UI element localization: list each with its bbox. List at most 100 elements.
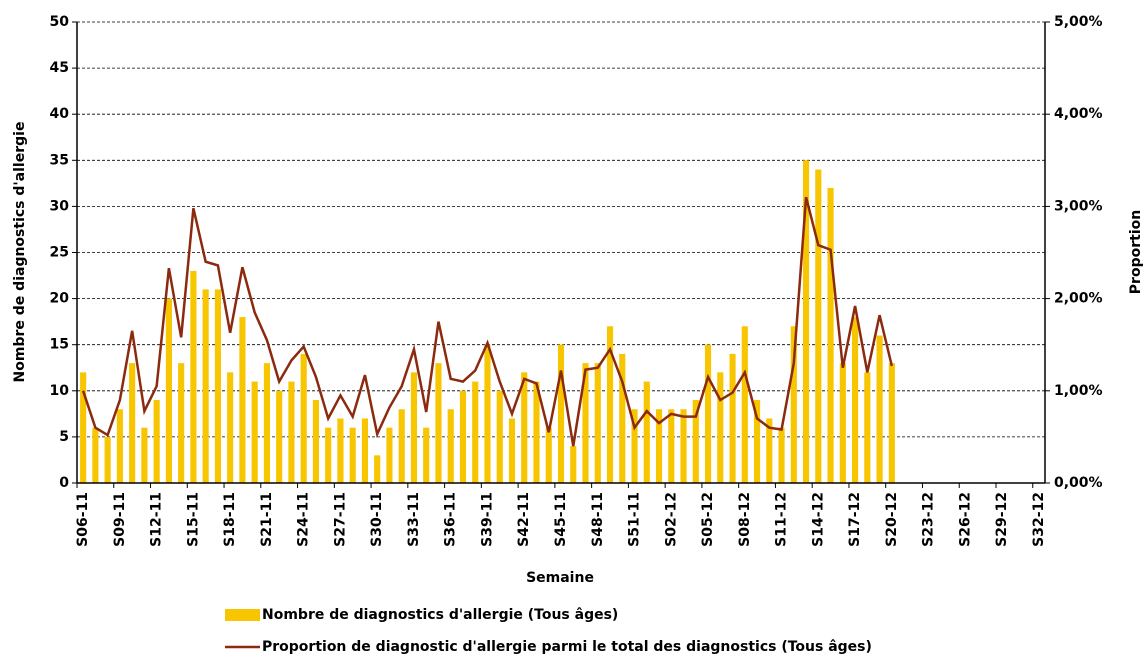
y-tick-label: 50	[50, 14, 70, 30]
x-tick-label: S33-11	[406, 492, 422, 547]
x-tick-label: S09-11	[112, 492, 128, 547]
line	[81, 196, 894, 447]
y-tick-label: 20	[50, 291, 70, 307]
x-tick-label: S06-11	[75, 492, 91, 547]
y-tick-label: 15	[50, 337, 69, 353]
x-tick-label: S39-11	[479, 492, 495, 547]
bar	[864, 372, 871, 483]
bar	[104, 436, 111, 483]
bar	[778, 427, 785, 483]
bar	[447, 409, 454, 483]
bar	[472, 381, 479, 483]
bar	[398, 409, 405, 483]
x-tick-label: S48-11	[590, 492, 606, 547]
y2-tick-label: 0,00%	[1054, 475, 1103, 491]
bar	[459, 390, 467, 483]
x-tick-label: S30-11	[369, 492, 385, 547]
bar	[741, 326, 748, 483]
x-tick-label: S15-11	[185, 492, 201, 547]
bar	[827, 187, 834, 483]
bar	[692, 400, 699, 483]
x-tick-label: S02-12	[663, 492, 679, 547]
bar	[410, 372, 418, 483]
bar	[349, 427, 356, 483]
bar	[521, 372, 528, 483]
bar	[803, 160, 810, 484]
x-tick-label: S08-12	[737, 492, 753, 547]
bar	[92, 427, 99, 483]
bar	[116, 409, 123, 483]
y-tick-label: 35	[50, 152, 69, 168]
bar	[717, 372, 724, 483]
bar	[619, 353, 626, 483]
bar	[435, 363, 442, 483]
y2-tick-label: 4,00%	[1054, 106, 1103, 122]
bar	[129, 363, 136, 483]
legend-swatch	[225, 609, 260, 621]
y-tick-label: 5	[59, 429, 69, 445]
x-tick-label: S18-11	[222, 492, 238, 547]
x-tick-label: S42-11	[516, 492, 532, 547]
x-axis-title: Semaine	[526, 570, 594, 586]
bar	[312, 400, 319, 483]
bar	[496, 390, 503, 483]
bar	[325, 427, 332, 483]
bar	[153, 400, 160, 483]
bar	[227, 372, 234, 483]
x-tick-label: S12-11	[149, 492, 165, 547]
x-tick-label: S51-11	[627, 492, 643, 547]
bar	[276, 390, 283, 483]
x-tick-label: S11-12	[774, 492, 790, 547]
y-tick-label: 30	[50, 198, 70, 214]
legend-label: Nombre de diagnostics d'allergie (Tous â…	[262, 607, 618, 623]
bar	[202, 289, 209, 483]
bar	[545, 427, 552, 483]
bar	[606, 326, 614, 483]
bar	[141, 427, 148, 483]
bar	[704, 344, 712, 483]
bar	[753, 400, 761, 483]
bar	[263, 363, 270, 483]
x-tick-label: S20-12	[884, 492, 900, 547]
bar	[839, 363, 846, 483]
y2-tick-label: 2,00%	[1054, 291, 1103, 307]
y2-tick-label: 1,00%	[1054, 383, 1103, 399]
bar	[790, 326, 797, 483]
y-tick-label: 0	[59, 475, 69, 491]
bar	[386, 427, 393, 483]
bar	[815, 169, 822, 483]
bar	[557, 344, 565, 483]
bar	[533, 381, 540, 483]
x-tick-label: S29-12	[994, 492, 1010, 547]
bar	[374, 455, 381, 483]
bar	[582, 363, 589, 483]
x-tick-label: S32-12	[1031, 492, 1047, 547]
x-tick-label: S27-11	[332, 492, 348, 547]
bar	[876, 335, 883, 483]
bar	[190, 270, 197, 483]
x-tick-label: S17-12	[847, 492, 863, 547]
bar	[165, 298, 172, 483]
x-tick-label: S24-11	[296, 492, 312, 547]
y-tick-label: 45	[50, 60, 69, 76]
y2-tick-label: 3,00%	[1054, 198, 1103, 214]
bar	[484, 344, 491, 483]
x-tick-label: S05-12	[700, 492, 716, 547]
bar	[251, 381, 258, 483]
bar	[888, 363, 895, 483]
x-tick-label: S23-12	[921, 492, 937, 547]
bar	[214, 289, 221, 483]
bar	[80, 372, 87, 483]
bar	[766, 418, 773, 483]
x-tick-label: S21-11	[259, 492, 275, 547]
y-tick-label: 40	[50, 106, 70, 122]
y2-tick-label: 5,00%	[1054, 14, 1103, 30]
bar	[239, 317, 246, 483]
bar	[680, 409, 687, 483]
bar	[300, 353, 307, 483]
bar	[729, 353, 736, 483]
x-tick-label: S36-11	[443, 492, 459, 547]
bar	[178, 363, 185, 483]
y2-axis-title: Proportion	[1128, 210, 1144, 294]
